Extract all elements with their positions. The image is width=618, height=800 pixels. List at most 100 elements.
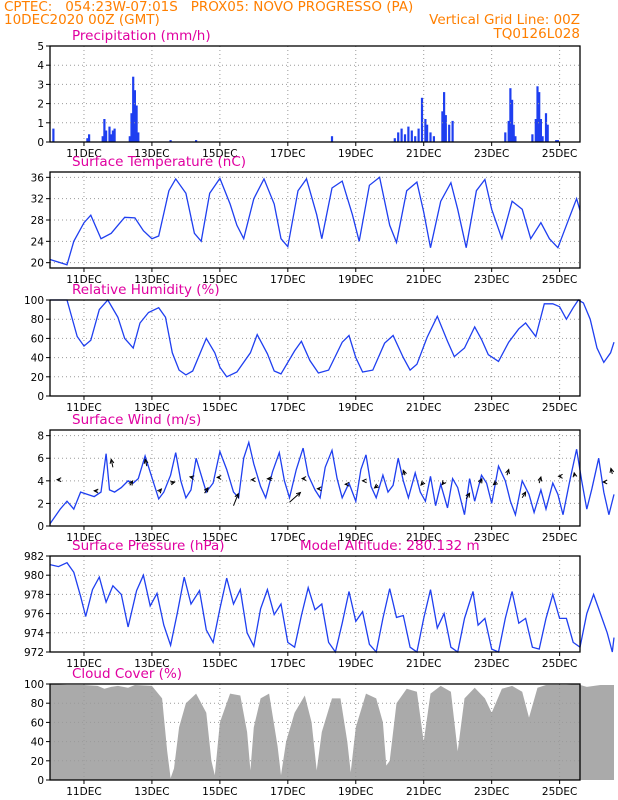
x-tick-label: 11DEC — [66, 532, 101, 544]
wind-arrow-head — [188, 475, 195, 480]
precip-bar — [110, 134, 113, 142]
y-tick-label: 1 — [37, 118, 44, 130]
x-tick-label: 21DEC — [406, 274, 441, 286]
precip-bar — [103, 119, 106, 142]
wind-arrow-head — [465, 492, 471, 498]
series-line — [50, 298, 615, 378]
y-tick-label: 100 — [24, 679, 44, 691]
y-tick-label: 0 — [37, 521, 44, 533]
precip-bar — [128, 136, 131, 142]
precip-bar — [113, 128, 116, 142]
y-tick-label: 32 — [31, 194, 44, 206]
x-tick-label: 21DEC — [406, 532, 441, 544]
header-date-line: 10DEC2020 00Z (GMT) — [4, 12, 160, 28]
y-tick-label: 0 — [37, 391, 44, 403]
precip-bar — [429, 132, 432, 142]
panel-title: Surface Temperature (nC) — [72, 154, 246, 170]
x-tick-label: 21DEC — [406, 786, 441, 798]
precip-bar — [556, 140, 559, 142]
x-tick-label: 25DEC — [542, 402, 577, 414]
x-tick-label: 15DEC — [202, 658, 237, 670]
x-tick-label: 23DEC — [474, 274, 509, 286]
y-tick-label: 4 — [37, 476, 44, 488]
wind-arrow-head — [295, 491, 302, 497]
precip-bar — [414, 136, 417, 142]
y-tick-label: 40 — [31, 737, 44, 749]
precip-bar — [133, 90, 136, 142]
x-tick-label: 15DEC — [202, 148, 237, 160]
y-tick-label: 972 — [24, 647, 44, 659]
panel-title: Surface Pressure (hPa) — [72, 538, 225, 554]
precip-bar — [105, 130, 108, 142]
precip-bar — [400, 128, 403, 142]
precip-bar — [443, 92, 446, 142]
wind-arrow-head — [143, 458, 149, 464]
precip-bar — [426, 124, 429, 142]
precip-bar — [546, 124, 549, 142]
y-tick-label: 3 — [37, 79, 44, 91]
y-tick-label: 5 — [37, 41, 44, 53]
x-tick-label: 11DEC — [66, 274, 101, 286]
x-tick-label: 25DEC — [542, 148, 577, 160]
precip-bar — [448, 124, 451, 142]
precip-bar — [195, 140, 198, 142]
precip-bar — [536, 86, 539, 142]
x-tick-label: 15DEC — [202, 274, 237, 286]
y-tick-label: 60 — [31, 333, 44, 345]
panel-title: Surface Wind (m/s) — [72, 412, 201, 428]
wind-arrow-head — [402, 469, 407, 475]
wind-arrow-head — [93, 488, 99, 494]
plot-frame — [49, 45, 581, 143]
x-tick-label: 21DEC — [406, 402, 441, 414]
precip-bar — [137, 132, 140, 142]
precip-bar — [541, 136, 544, 142]
y-tick-label: 40 — [31, 353, 44, 365]
y-tick-label: 20 — [31, 756, 44, 768]
plot-frame — [49, 299, 581, 397]
x-tick-label: 17DEC — [270, 148, 305, 160]
wind-arrow-head — [300, 476, 307, 481]
wind-arrow — [233, 493, 239, 506]
wind-arrow-head — [170, 480, 176, 486]
precip-bar — [417, 128, 420, 142]
wind-arrow-head — [601, 479, 608, 485]
panel-title: Cloud Cover (%) — [72, 666, 182, 682]
x-tick-label: 17DEC — [270, 658, 305, 670]
wind-arrow-head — [266, 476, 272, 482]
y-tick-label: 982 — [24, 551, 44, 563]
header-model-code: TQ0126L028 — [493, 26, 580, 42]
plot-frame — [49, 555, 581, 653]
x-tick-label: 21DEC — [406, 148, 441, 160]
y-tick-label: 0 — [37, 775, 44, 787]
x-tick-label: 19DEC — [338, 532, 373, 544]
panel-1: 0 1 2 3 4 5 11DEC 13DEC 15DEC 17DEC 19DEC 21DEC 23DE… — [37, 28, 581, 160]
x-tick-label: 11DEC — [66, 402, 101, 414]
series-line — [49, 439, 615, 525]
wind-arrow-head — [521, 491, 527, 497]
x-tick-label: 13DEC — [134, 786, 169, 798]
y-tick-label: 80 — [31, 698, 44, 710]
y-tick-label: 36 — [31, 172, 45, 184]
precip-bar — [555, 140, 558, 142]
plot-frame — [49, 683, 581, 781]
panel-annotation: Model Altitude: 280.132 m — [300, 538, 480, 554]
precip-bar — [512, 124, 515, 142]
x-tick-label: 23DEC — [474, 532, 509, 544]
wind-arrow-head — [492, 480, 498, 486]
precip-bar — [132, 76, 135, 142]
wind-arrow-head — [316, 486, 322, 492]
precip-bar — [432, 136, 435, 142]
wind-arrow-head — [557, 473, 563, 479]
wind-arrow-head — [572, 471, 578, 478]
y-tick-label: 4 — [37, 60, 44, 72]
header-grid-note: Vertical Grid Line: 00Z — [429, 12, 580, 28]
precip-bar — [441, 111, 444, 142]
precip-bar — [538, 92, 541, 142]
x-tick-label: 25DEC — [542, 274, 577, 286]
y-tick-label: 2 — [37, 99, 44, 111]
precip-bar — [410, 130, 413, 142]
precip-bar — [52, 128, 55, 142]
panel-5: 972 974 976 978 980 982 11DEC 13DEC 15DEC 17DEC 19… — [24, 538, 615, 670]
precip-bar — [420, 97, 424, 142]
panel-title: Precipitation (mm/h) — [72, 28, 211, 44]
